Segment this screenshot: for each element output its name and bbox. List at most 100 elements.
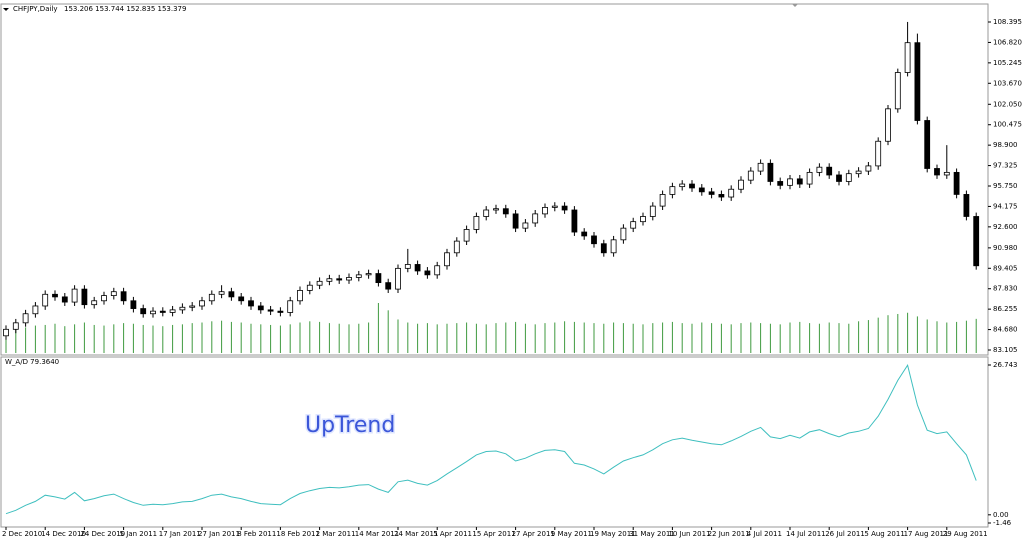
volume-bar <box>377 303 379 353</box>
volume-bar <box>642 324 644 353</box>
volume-bar <box>897 313 899 353</box>
candle-body <box>532 213 539 224</box>
volume-bar <box>74 324 76 353</box>
candle-body <box>355 274 362 278</box>
volume-bar <box>397 319 399 353</box>
volume-bar <box>25 327 27 353</box>
x-tick-label: 14 Jul 2011 <box>786 530 826 538</box>
candle-body <box>493 208 499 211</box>
volume-bar <box>260 324 262 353</box>
candle-body <box>659 194 666 207</box>
y-tick-label: 94.175 <box>993 202 1018 210</box>
candle-body <box>914 42 921 121</box>
volume-bar <box>818 323 820 353</box>
volume-bar <box>907 312 909 353</box>
candle-body <box>140 308 147 315</box>
x-tick-label: 15 Apr 2011 <box>472 530 515 538</box>
candle-body <box>81 288 88 306</box>
volume-bar <box>54 323 56 353</box>
volume-bar <box>769 323 771 353</box>
candle-body <box>649 205 656 217</box>
candle-body <box>32 305 39 315</box>
volume-bar <box>44 324 46 353</box>
candle-body <box>551 205 558 208</box>
volume-bar <box>779 324 781 353</box>
y-tick-label: 92.600 <box>993 223 1018 231</box>
volume-bar <box>338 323 340 353</box>
volume-bar <box>495 323 497 353</box>
candle-body <box>120 291 127 302</box>
y-tick-label: 0.00 <box>993 511 1009 519</box>
candle-body <box>130 300 137 309</box>
candle-body <box>610 239 617 254</box>
volume-bar <box>809 323 811 353</box>
volume-bar <box>740 323 742 353</box>
volume-bar <box>270 324 272 353</box>
volume-bar <box>936 321 938 353</box>
volume-bar <box>83 322 85 353</box>
candle-body <box>816 166 823 173</box>
volume-bar <box>230 321 232 353</box>
candle-body <box>453 240 460 254</box>
candle-body <box>179 306 186 311</box>
volume-bar <box>858 321 860 353</box>
volume-bar <box>877 317 879 353</box>
candle-body <box>414 264 421 272</box>
menu-arrow[interactable] <box>3 8 9 11</box>
candle-body <box>581 231 588 237</box>
candle-body <box>718 194 725 198</box>
x-tick-label: 8 Feb 2011 <box>237 530 276 538</box>
volume-bar <box>436 324 438 353</box>
volume-bar <box>348 324 350 353</box>
volume-bar <box>299 322 301 353</box>
volume-bar <box>534 324 536 353</box>
volume-bar <box>671 321 673 353</box>
candle-body <box>444 252 450 267</box>
candle-body <box>267 309 274 312</box>
volume-bar <box>132 323 134 353</box>
volume-bar <box>123 323 125 353</box>
candle-body <box>973 216 980 267</box>
candle-body <box>894 72 901 110</box>
candle-body <box>91 300 98 306</box>
volume-bar <box>328 323 330 353</box>
volume-bar <box>387 310 389 353</box>
y-tick-label: 26.743 <box>993 361 1018 369</box>
x-tick-label: 4 Jul 2011 <box>747 530 782 538</box>
candle-body <box>483 209 490 217</box>
x-tick-label: 26 Jul 2011 <box>825 530 865 538</box>
x-tick-label: 17 Aug 2011 <box>904 530 949 538</box>
candle-body <box>297 290 303 302</box>
candle-body <box>159 310 166 313</box>
volume-bar <box>544 323 546 353</box>
candle-body <box>522 222 529 229</box>
y-tick-label: 86.255 <box>993 305 1018 313</box>
candle-body <box>943 171 950 176</box>
volume-bar <box>5 329 7 353</box>
candle-body <box>630 221 637 229</box>
y-tick-label: 108.395 <box>993 18 1022 26</box>
candle-body <box>169 309 176 313</box>
volume-bar <box>466 322 468 353</box>
candle-body <box>257 305 264 311</box>
volume-bar <box>632 323 634 353</box>
volume-bar <box>426 323 428 353</box>
y-tick-label: 98.900 <box>993 141 1018 149</box>
candle-body <box>924 120 931 169</box>
candle-body <box>512 213 519 229</box>
candle-body <box>767 162 774 182</box>
candle-body <box>885 108 891 142</box>
candle-body <box>953 171 960 195</box>
volume-bar <box>691 323 693 353</box>
candle-body <box>728 188 735 198</box>
candle-body <box>228 291 235 298</box>
chart-title: CHFJPY,Daily <box>13 5 58 13</box>
volume-bar <box>887 315 889 353</box>
candle-body <box>600 243 607 254</box>
volume-bar <box>583 322 585 353</box>
volume-bar <box>279 325 281 353</box>
candle-body <box>287 300 294 313</box>
volume-bar <box>946 322 948 353</box>
volume-bar <box>720 323 722 353</box>
